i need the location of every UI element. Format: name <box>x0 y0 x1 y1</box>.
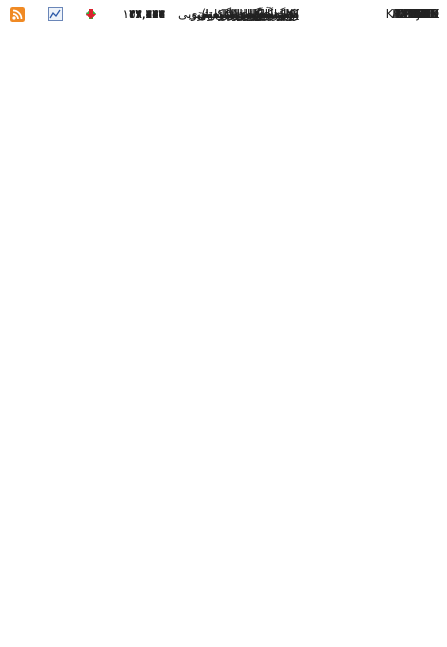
currency-code: IDR۱۰۰۰ <box>392 7 439 21</box>
currency-code: BDT۱۰۰ <box>394 7 439 21</box>
rss-bg <box>10 7 25 22</box>
currency-row: AZN منات آذربایجان ۲۴,۷۲۰ <box>0 7 447 647</box>
rate-value: ۱۱,۲۰۰ <box>128 7 165 21</box>
currency-row: AMD۱۰۰ یکصد درام ارمنستان ۸,۷۱۶ <box>0 7 447 264</box>
currency-row: CNY یوان چین ۶,۰۰۵ <box>0 7 447 323</box>
currency-code: AUD <box>412 7 439 21</box>
arrow-shape <box>86 9 96 19</box>
currency-row: BDT۱۰۰ یکصد تاکای بنگلادش ۴۹,۵۲۴ <box>0 7 447 147</box>
currency-name: دلار استرالیا <box>239 7 299 21</box>
currency-row: KRW۱۰۰۰ یک هزار وون کره جنوبی ۳۴,۸۶۳ <box>0 7 447 411</box>
rate-value: ۶,۰۰۵ <box>135 7 165 21</box>
currency-code: LYD <box>417 7 439 21</box>
currency-code: AFN <box>414 7 439 21</box>
currency-name: یک هزار روپیه اندونزی <box>188 7 299 21</box>
currency-name: یکصد بات تایلند <box>222 7 299 21</box>
currency-row: IDR۱۰۰۰ یک هزار روپیه اندونزی ۲,۸۷۷ <box>0 7 447 558</box>
currency-code: MMK <box>410 7 439 21</box>
rate-value: ۹,۸۴۳ <box>135 7 165 21</box>
currency-name: منات آذربایجان <box>225 7 299 21</box>
currency-row: BHD دینار بحرین ۱۱۱,۷۰۳ <box>0 7 447 88</box>
currency-name: روبل جدید بلاروس <box>207 7 299 21</box>
currency-row: BYN روبل جدید بلاروس ۱۷,۴۶۹ <box>0 7 447 617</box>
currency-name: دینار لیبی <box>252 7 299 21</box>
currency-name: دینار بحرین <box>243 7 299 21</box>
currency-code: MYR <box>412 7 439 21</box>
currency-code: EUR <box>414 7 439 21</box>
currency-row: AFN افغانی افغانستان ۵۴۵ <box>0 7 447 588</box>
currency-code: AMD۱۰۰ <box>391 7 439 21</box>
currency-name: یکصد درام ارمنستان <box>196 7 299 21</box>
currency-code: SAR <box>414 7 439 21</box>
rss-waves <box>12 9 23 20</box>
currency-name: یکصد روپیه نپال <box>220 7 299 21</box>
currency-row: MMK کیات میانمار (برمه) ۳۱ <box>0 7 447 205</box>
currency-row: THB۱۰۰ یکصد بات تایلند ۱۳۲,۵۶۱ <box>0 7 447 352</box>
rate-value: ۲,۲۶۱ <box>135 7 165 21</box>
currency-row: GEL لاری گرجستان ۱۳,۷۱۳ <box>0 7 447 529</box>
rate-value: ۳۴,۷۵۳ <box>128 7 165 21</box>
currency-name: ریال سعودی <box>236 7 299 21</box>
rate-value: ۱۱۱,۷۰۳ <box>122 7 166 21</box>
rate-value: ۲,۸۷۷ <box>135 7 165 21</box>
currency-code: LKR۱۰ <box>403 7 439 21</box>
currency-row: MYR رینگیت مالزی ۹,۸۴۳ <box>0 7 447 382</box>
currency-row: NPR۱۰۰ یکصد روپیه نپال ۳۴,۷۵۳ <box>0 7 447 235</box>
rate-value: ۲۴,۷۲۰ <box>128 7 165 21</box>
currency-name: دینار اردن <box>250 7 299 21</box>
currency-code: BHD <box>412 7 440 21</box>
rate-value: ۴۷,۹۰۹ <box>128 7 165 21</box>
currency-row: KZT۱۰۰ یکصد تنگه قزاقستان ۱۰,۱۷۲ <box>0 7 447 500</box>
currency-name: کیات میانمار (برمه) <box>201 7 299 21</box>
currency-name: رینگیت مالزی <box>230 7 299 21</box>
currency-row: JOD دینار اردن ۵۹,۲۳۹ <box>0 7 447 441</box>
currency-row: SAR ریال سعودی ۱۱,۲۰۰ <box>0 7 447 58</box>
currency-name: لاری گرجستان <box>226 7 299 21</box>
chart-line <box>49 9 61 19</box>
currency-code: BYN <box>415 7 439 21</box>
rate-value: ۱۷,۴۶۹ <box>128 7 165 21</box>
currency-row: LKR۱۰ ده روپیه سریلانکا ۲,۲۶۱ <box>0 7 447 176</box>
currency-code: KZT۱۰۰ <box>396 7 439 21</box>
rate-value: ۵۴۵ <box>145 7 165 21</box>
currency-name: یوان چین <box>253 7 299 21</box>
currency-code: AZN <box>413 7 439 21</box>
rss-icon[interactable] <box>10 7 25 22</box>
rate-value: ۱۳۲,۵۶۱ <box>122 7 166 21</box>
currency-row: LYD دینار لیبی ۳۰,۱۵۰ <box>0 7 447 294</box>
currency-code: NPR۱۰۰ <box>395 7 439 21</box>
rate-value: ۲۹,۳۶۵ <box>128 7 165 21</box>
rss-dot <box>12 16 16 20</box>
currency-code: KRW۱۰۰۰ <box>385 7 439 21</box>
currency-code: SGD <box>412 7 439 21</box>
currency-name: یکصد تنگه قزاقستان <box>196 7 299 21</box>
rate-value: ۳۰,۱۵۰ <box>128 7 165 21</box>
rate-value: ۴۹,۵۲۴ <box>128 7 165 21</box>
rate-value: ۳۰,۱۸۲ <box>128 7 165 21</box>
currency-row: SGD دلار سنگاپور ۳۰,۱۸۲ <box>0 7 447 117</box>
chart-frame <box>48 7 63 21</box>
currency-row: EUR یورو ۴۷,۹۰۹ <box>0 7 447 470</box>
currency-code: JOD <box>416 7 439 21</box>
currency-name: یکصد تاکای بنگلادش <box>198 7 299 21</box>
rate-value: ۳۴,۸۶۳ <box>128 7 165 21</box>
rate-value: ۵۹,۲۳۹ <box>128 7 165 21</box>
rate-value: ۱۳,۷۱۳ <box>128 7 165 21</box>
currency-name: افغانی افغانستان <box>214 7 299 21</box>
currency-code: THB۱۰۰ <box>395 7 439 21</box>
trend-arrow <box>86 9 96 19</box>
currency-code: CNY <box>414 7 439 21</box>
chart-icon[interactable] <box>48 7 63 21</box>
currency-name: یورو <box>277 7 299 21</box>
rate-value: ۸,۷۱۶ <box>135 7 165 21</box>
rate-value: ۱۰,۱۷۲ <box>128 7 165 21</box>
currency-name: یک هزار وون کره جنوبی <box>177 7 299 21</box>
rate-value: ۳۱ <box>152 7 165 21</box>
currency-name: دلار سنگاپور <box>237 7 299 21</box>
currency-name: ده روپیه سریلانکا <box>213 7 299 21</box>
currency-code: GEL <box>415 7 439 21</box>
